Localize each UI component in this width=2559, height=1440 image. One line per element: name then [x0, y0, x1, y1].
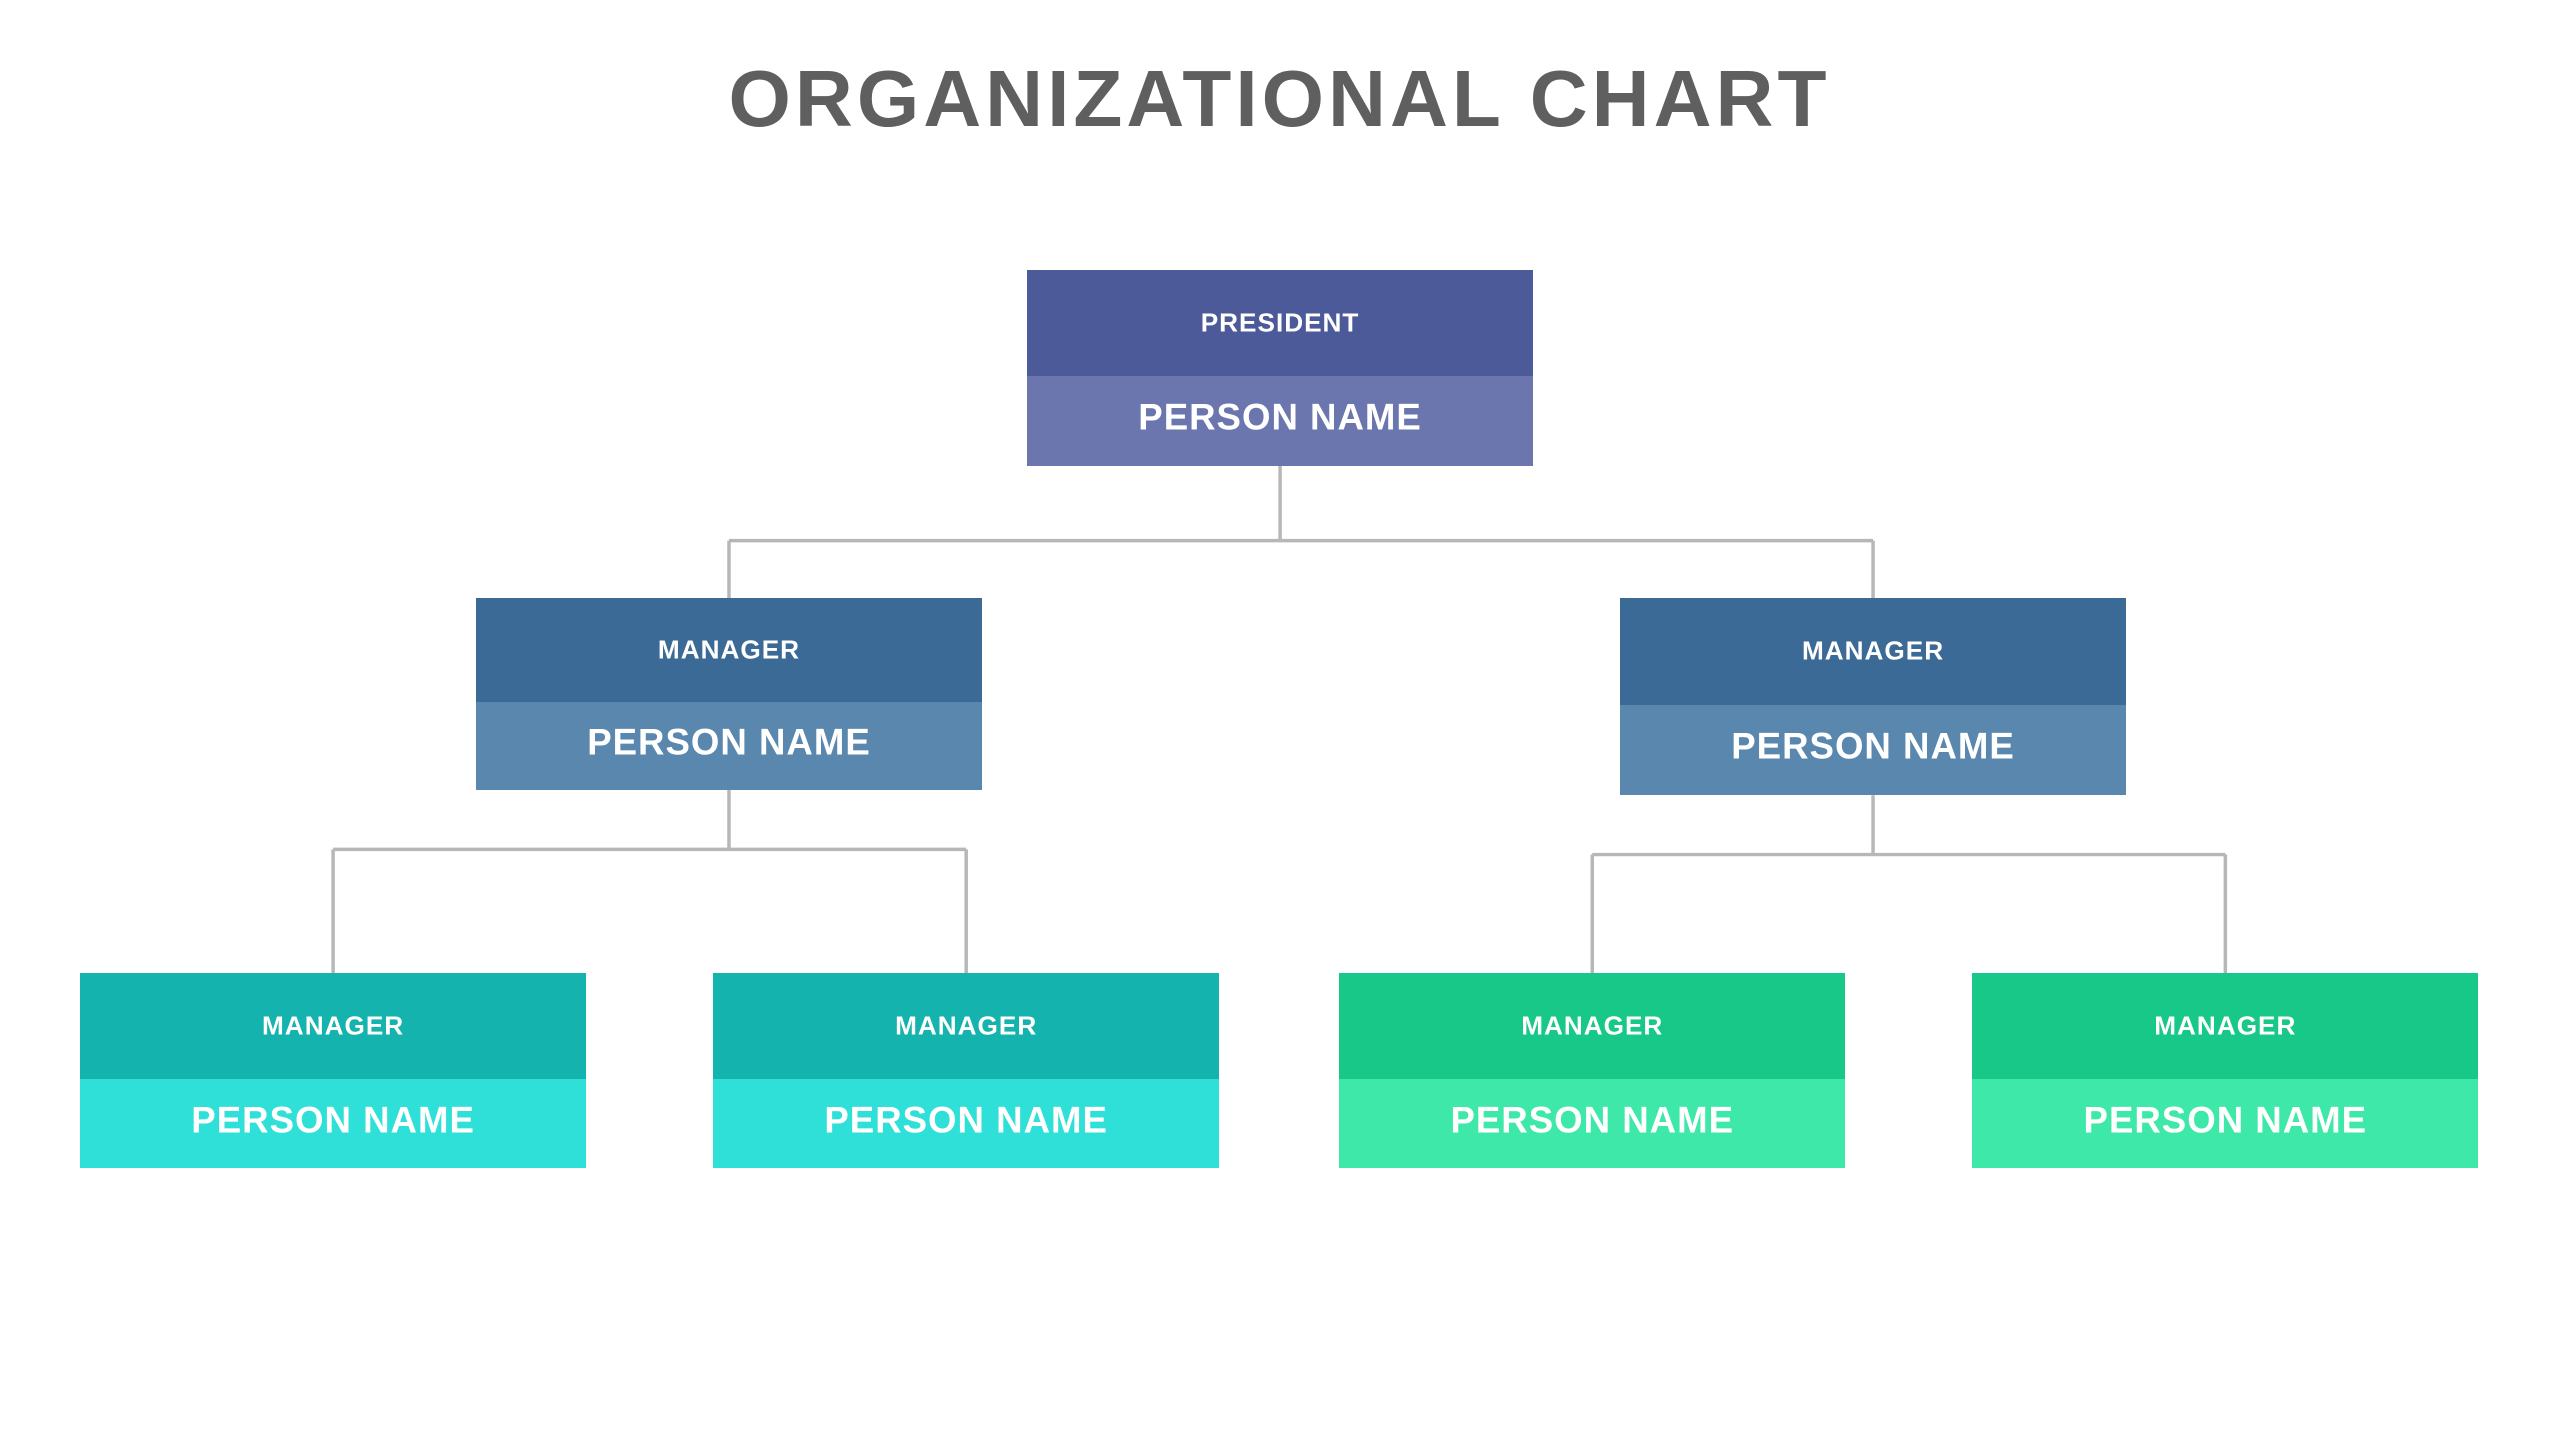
node-header: MANAGER	[1972, 973, 2478, 1078]
node-body: PERSON NAME	[1972, 1079, 2478, 1169]
node-header: PRESIDENT	[1027, 270, 1533, 375]
node-role-label: PRESIDENT	[1027, 308, 1533, 339]
org-node-leaf_2: MANAGER PERSON NAME	[713, 973, 1219, 1168]
org-node-manager_left: MANAGER PERSON NAME	[476, 598, 982, 790]
connector-president	[729, 466, 1873, 599]
node-role-label: MANAGER	[1972, 1010, 2478, 1041]
node-header: MANAGER	[80, 973, 586, 1078]
chart-title: ORGANIZATIONAL CHART	[0, 52, 2559, 145]
node-person-name: PERSON NAME	[1027, 396, 1533, 438]
node-header: MANAGER	[476, 598, 982, 702]
node-role-label: MANAGER	[1620, 636, 2126, 667]
node-person-name: PERSON NAME	[1339, 1099, 1845, 1141]
node-body: PERSON NAME	[476, 702, 982, 790]
node-person-name: PERSON NAME	[476, 722, 982, 764]
node-person-name: PERSON NAME	[1620, 726, 2126, 768]
node-body: PERSON NAME	[1339, 1079, 1845, 1169]
node-person-name: PERSON NAME	[713, 1099, 1219, 1141]
node-role-label: MANAGER	[476, 634, 982, 665]
node-person-name: PERSON NAME	[80, 1099, 586, 1141]
node-role-label: MANAGER	[80, 1010, 586, 1041]
org-node-leaf_4: MANAGER PERSON NAME	[1972, 973, 2478, 1168]
org-chart-canvas: ORGANIZATIONAL CHART PRESIDENT PERSON NAM…	[0, 0, 2559, 1440]
node-role-label: MANAGER	[1339, 1010, 1845, 1041]
node-body: PERSON NAME	[1027, 376, 1533, 466]
node-body: PERSON NAME	[713, 1079, 1219, 1169]
node-body: PERSON NAME	[1620, 705, 2126, 796]
org-node-president: PRESIDENT PERSON NAME	[1027, 270, 1533, 465]
org-node-leaf_1: MANAGER PERSON NAME	[80, 973, 586, 1168]
node-body: PERSON NAME	[80, 1079, 586, 1169]
node-header: MANAGER	[713, 973, 1219, 1078]
connector-manager_right	[1592, 795, 2225, 973]
connector-manager_left	[333, 790, 966, 973]
connector-lines	[0, 0, 2559, 1440]
org-node-leaf_3: MANAGER PERSON NAME	[1339, 973, 1845, 1168]
org-node-manager_right: MANAGER PERSON NAME	[1620, 598, 2126, 795]
node-header: MANAGER	[1620, 598, 2126, 704]
node-header: MANAGER	[1339, 973, 1845, 1078]
node-person-name: PERSON NAME	[1972, 1099, 2478, 1141]
node-role-label: MANAGER	[713, 1010, 1219, 1041]
